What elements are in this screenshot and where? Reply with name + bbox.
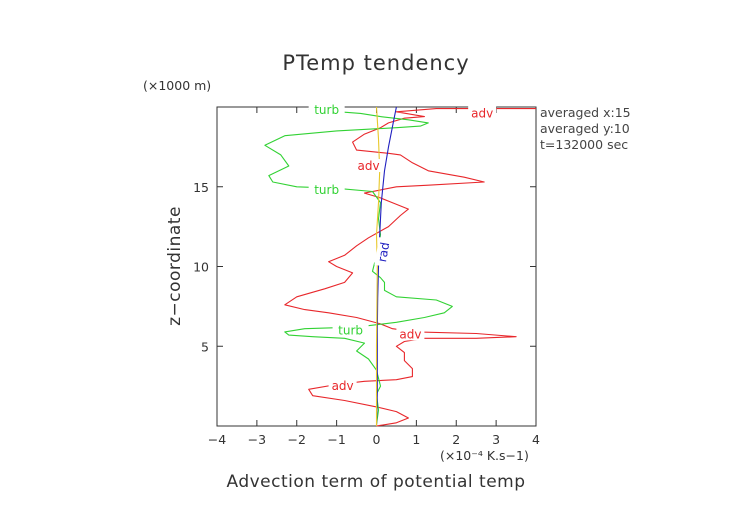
series-label-turb: turb [308,182,345,197]
series-label-adv: adv [328,379,357,393]
x-tick-label: −3 [248,432,266,447]
series-label-text: adv [471,106,493,120]
x-tick-label: 4 [532,432,540,447]
series-label-text: adv [332,379,354,393]
series-label-turb: turb [308,103,345,117]
series-line-adv [284,108,536,427]
x-tick-label: 1 [412,432,420,447]
series-label-bg [374,237,393,267]
x-tick-label: −4 [208,432,226,447]
y-axis-label: z−coordinate [165,206,185,326]
x-tick-label: 3 [492,432,500,447]
series-label-adv: adv [354,159,383,173]
y-axis-unit: (×1000 m) [143,78,211,93]
annotation-averaged-x: averaged x:15 [540,105,631,120]
series-lines [264,106,536,427]
x-axis-label: Advection term of potential temp [226,472,525,492]
series-line-unnamed-3 [375,106,381,426]
series-line-turb [264,108,453,425]
series-label-text: turb [314,183,339,197]
annotation-averaged-y: averaged y:10 [540,121,630,136]
y-tick-label: 15 [193,180,209,195]
axis-ticks: −4 −3 −2 −1 0 1 2 3 4 5 10 15 [193,107,540,447]
series-label-bg [332,323,369,337]
chart-title: PTemp tendency [282,51,469,75]
series-label-turb: turb [332,323,369,337]
x-tick-label: 0 [373,432,381,447]
series-label-bg [396,327,425,341]
x-tick-label: −1 [327,432,345,447]
series-label-rad: rad [374,237,393,267]
annotation-time: t=132000 sec [540,137,628,152]
series-label-adv: adv [396,327,425,341]
series-label-bg [328,379,357,393]
series-label-text: turb [338,323,363,337]
series-label-adv: adv [468,106,497,120]
x-axis-unit: (×10⁻⁴ K.s−1) [440,448,529,463]
x-tick-label: −2 [288,432,306,447]
series-label-bg [468,106,497,120]
series-label-text: turb [314,103,339,117]
series-label-bg [354,159,383,173]
series-label-text: adv [399,327,421,341]
series-label-bg [308,103,345,117]
x-tick-label: 2 [452,432,460,447]
series-label-text: adv [357,159,379,173]
plot-area: −4 −3 −2 −1 0 1 2 3 4 5 10 15 adv adv adv adv turb turb t… [193,103,540,447]
series-label-bg [308,182,345,196]
series-label-text: rad [375,241,392,263]
series-labels: adv adv adv adv turb turb turb rad [308,103,497,393]
y-tick-label: 5 [201,339,209,354]
y-tick-label: 10 [193,260,209,275]
